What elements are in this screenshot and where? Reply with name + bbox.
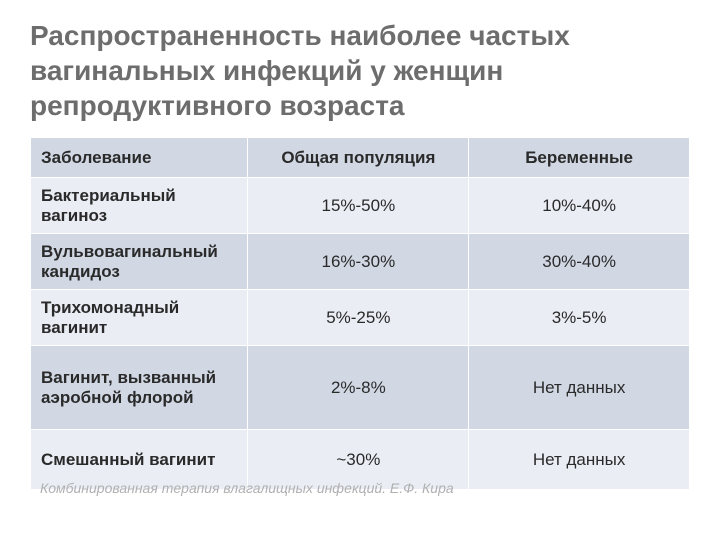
table-row: Трихомонадный вагинит 5%-25% 3%-5%: [31, 290, 690, 346]
cell-disease: Вульвовагинальный кандидоз: [31, 234, 248, 290]
table-header-row: Заболевание Общая популяция Беременные: [31, 138, 690, 178]
cell-general: 16%-30%: [248, 234, 469, 290]
table-row: Вульвовагинальный кандидоз 16%-30% 30%-4…: [31, 234, 690, 290]
col-header-general: Общая популяция: [248, 138, 469, 178]
cell-pregnant: Нет данных: [469, 346, 690, 430]
slide-title: Распространенность наиболее частых вагин…: [30, 18, 690, 123]
cell-pregnant: 10%-40%: [469, 178, 690, 234]
cell-pregnant: 3%-5%: [469, 290, 690, 346]
cell-general: 15%-50%: [248, 178, 469, 234]
cell-pregnant: 30%-40%: [469, 234, 690, 290]
slide: Распространенность наиболее частых вагин…: [0, 0, 720, 540]
cell-disease: Смешанный вагинит: [31, 430, 248, 490]
table-row: Вагинит, вызванный аэробной флорой 2%-8%…: [31, 346, 690, 430]
infections-table: Заболевание Общая популяция Беременные Б…: [30, 137, 690, 490]
cell-pregnant: Нет данных: [469, 430, 690, 490]
col-header-pregnant: Беременные: [469, 138, 690, 178]
cell-disease: Вагинит, вызванный аэробной флорой: [31, 346, 248, 430]
col-header-disease: Заболевание: [31, 138, 248, 178]
table-row: Смешанный вагинит ~30% Нет данных: [31, 430, 690, 490]
cell-general: 2%-8%: [248, 346, 469, 430]
cell-general: ~30%: [248, 430, 469, 490]
cell-disease: Трихомонадный вагинит: [31, 290, 248, 346]
cell-general: 5%-25%: [248, 290, 469, 346]
cell-disease: Бактериальный вагиноз: [31, 178, 248, 234]
table-row: Бактериальный вагиноз 15%-50% 10%-40%: [31, 178, 690, 234]
